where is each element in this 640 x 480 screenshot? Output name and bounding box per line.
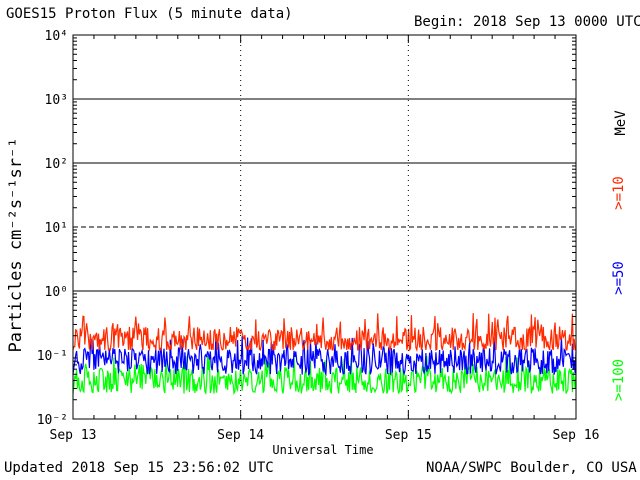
y-tick-label: 10⁻¹ bbox=[37, 349, 68, 364]
series-line bbox=[72, 313, 576, 353]
y-tick-label: 10⁻² bbox=[37, 413, 68, 428]
legend-label: >=50 bbox=[611, 261, 627, 295]
chart-title: GOES15 Proton Flux (5 minute data) bbox=[6, 6, 293, 22]
x-axis-label: Universal Time bbox=[272, 443, 373, 457]
energy-unit-label: MeV bbox=[613, 110, 629, 136]
grid-layer bbox=[72, 35, 577, 419]
y-tick-label: 10³ bbox=[45, 93, 68, 108]
x-tick-label: Sep 16 bbox=[553, 428, 600, 443]
y-tick-labels: 10⁻² 10⁻¹ 10⁰ 10¹ 10² 10³ 10⁴ bbox=[37, 29, 68, 428]
x-tick-label: Sep 14 bbox=[217, 428, 264, 443]
updated-timestamp: Updated 2018 Sep 15 23:56:02 UTC bbox=[4, 460, 274, 476]
x-tick-label: Sep 15 bbox=[385, 428, 432, 443]
plot-frame bbox=[72, 34, 577, 420]
y-axis-label: Particles cm⁻²s⁻¹sr⁻¹ bbox=[6, 138, 26, 353]
legend: >=10 >=50 >=100 bbox=[611, 176, 627, 401]
credit-label: NOAA/SWPC Boulder, CO USA bbox=[426, 460, 637, 476]
legend-label: >=100 bbox=[611, 359, 627, 401]
begin-time-label: Begin: 2018 Sep 13 0000 UTC bbox=[414, 14, 640, 30]
x-tick-labels: Sep 13 Sep 14 Sep 15 Sep 16 bbox=[50, 428, 600, 443]
x-tick-label: Sep 13 bbox=[50, 428, 97, 443]
series-layer bbox=[72, 313, 577, 396]
legend-label: >=10 bbox=[611, 176, 627, 210]
series-line bbox=[72, 336, 577, 377]
y-tick-label: 10⁴ bbox=[45, 29, 68, 44]
y-tick-label: 10² bbox=[45, 157, 68, 172]
y-tick-label: 10⁰ bbox=[45, 285, 68, 300]
y-tick-label: 10¹ bbox=[45, 221, 68, 236]
